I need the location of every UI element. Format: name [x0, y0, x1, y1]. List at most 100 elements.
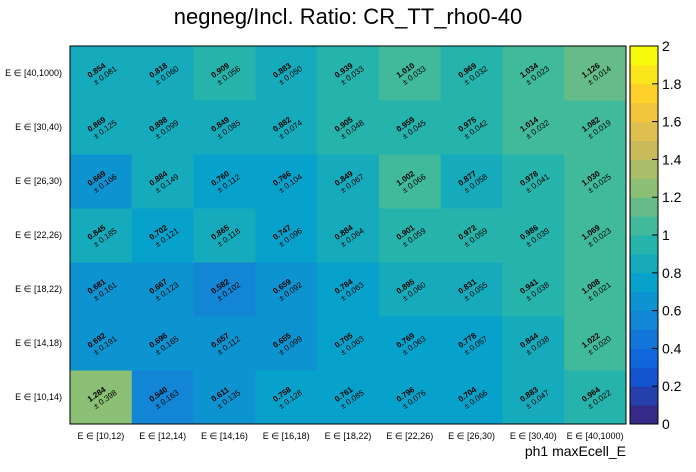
heatmap-cell: [564, 370, 627, 425]
heatmap-cell: [70, 316, 133, 371]
colorbar-tick-labels: 0 0.2 0.4 0.6 0.8 1 1.2 1.4 1.6 1.8 2: [652, 38, 682, 432]
heatmap-cell: [70, 46, 133, 101]
heatmap-cell: [502, 208, 565, 263]
heatmap-cell: [378, 46, 442, 101]
colorbar-tick-label: 0.6: [662, 303, 682, 319]
heatmap-cell: [378, 154, 442, 209]
x-tick-label: E ∈ [18,22): [325, 431, 372, 441]
heatmap-cell: [193, 46, 256, 101]
heatmap-cell: [502, 100, 565, 155]
heatmap-cell: [70, 154, 133, 209]
heatmap-cell: [193, 262, 256, 317]
colorbar-tick-label: 2: [662, 38, 670, 54]
colorbar-tick-label: 1: [662, 227, 670, 243]
heatmap-cell: [317, 370, 380, 425]
heatmap-cell: [255, 154, 318, 209]
heatmap-cell: [502, 154, 565, 209]
x-tick-label: E ∈ [26,30): [448, 431, 495, 441]
heatmap-cell: [255, 208, 318, 263]
y-tick-label: E ∈ [26,30): [15, 176, 62, 186]
colorbar-band: [630, 253, 658, 274]
x-tick-label: E ∈ [14,16): [201, 431, 248, 441]
heatmap-cell: [502, 316, 565, 371]
heatmap-cell: [255, 100, 318, 155]
heatmap-cell: [193, 100, 256, 155]
heatmap-cell: [317, 316, 380, 371]
y-tick-label: E ∈ [18,22): [15, 284, 62, 294]
x-tick-labels: E ∈ [10,12) E ∈ [12,14) E ∈ [14,16) E ∈ [16…: [77, 431, 623, 441]
heatmap-cell: [564, 316, 627, 371]
heatmap-cell: [564, 262, 627, 317]
heatmap-cell: [70, 208, 133, 263]
heatmap-cell: [378, 208, 442, 263]
heatmap-cell: [502, 262, 565, 317]
colorbar: [629, 45, 659, 425]
colorbar-tick-label: 0.2: [662, 378, 682, 394]
heatmap-cell: [70, 370, 133, 425]
heatmap-cell: [440, 154, 503, 209]
colorbar-tick-label: 1.4: [662, 151, 682, 167]
colorbar-band: [630, 140, 658, 160]
x-tick-label: E ∈ [30,40): [510, 431, 557, 441]
heatmap-cell: [440, 100, 503, 155]
colorbar-band: [630, 310, 658, 330]
heatmap-cell: [255, 262, 318, 317]
x-tick-label: E ∈ [12,14): [139, 431, 186, 441]
heatmap-cell: [131, 262, 195, 317]
heatmap-cell: [317, 262, 380, 317]
colorbar-band: [630, 367, 658, 387]
colorbar-band: [630, 329, 658, 349]
heatmap-cells: [70, 46, 627, 425]
heatmap-cell: [131, 154, 195, 209]
colorbar-band: [630, 405, 658, 425]
colorbar-band: [630, 197, 658, 217]
heatmap-cell: [564, 100, 627, 155]
colorbar-band: [630, 386, 658, 406]
colorbar-band: [630, 216, 658, 236]
colorbar-band: [630, 83, 658, 104]
chart-title: negneg/Incl. Ratio: CR_TT_rho0-40: [174, 4, 523, 29]
heatmap-cell: [317, 154, 380, 209]
heatmap-cell: [440, 316, 503, 371]
heatmap-cell: [564, 46, 627, 101]
heatmap-cell: [193, 154, 256, 209]
heatmap-cell: [502, 370, 565, 425]
y-tick-label: E ∈ [10,14): [15, 392, 62, 402]
colorbar-band: [630, 159, 658, 179]
colorbar-band: [630, 235, 658, 255]
heatmap-cell: [317, 208, 380, 263]
colorbar-tick-label: 0.8: [662, 265, 682, 281]
colorbar-band: [630, 272, 658, 293]
heatmap-cell: [255, 370, 318, 425]
heatmap-cell: [131, 370, 195, 425]
colorbar-band: [630, 121, 658, 141]
y-tick-labels: E ∈ [10,14) E ∈ [14,18) E ∈ [18,22) E ∈ [22…: [5, 68, 62, 402]
y-tick-label: E ∈ [14,18): [15, 338, 62, 348]
heatmap-cell: [440, 46, 503, 101]
heatmap-cell: [378, 100, 442, 155]
heatmap-cell: [317, 46, 380, 101]
colorbar-band: [630, 46, 658, 66]
heatmap-cell: [131, 46, 195, 101]
plot-frame: [69, 45, 627, 425]
colorbar-band: [630, 102, 658, 123]
heatmap-cell: [131, 100, 195, 155]
heatmap-cell: [564, 208, 627, 263]
heatmap-cell: [502, 46, 565, 101]
y-tick-label: E ∈ [30,40): [15, 122, 62, 132]
y-tick-label: E ∈ [40,1000): [5, 68, 62, 78]
colorbar-band: [630, 64, 658, 85]
heatmap-cell: [317, 100, 380, 155]
colorbar-tick-label: 1.2: [662, 189, 682, 205]
heatmap-cell: [70, 100, 133, 155]
x-axis-label: ph1 maxEcell_E: [525, 443, 626, 459]
heatmap-cell: [440, 208, 503, 263]
colorbar-tick-label: 0: [662, 416, 670, 432]
x-tick-label: E ∈ [40,1000): [567, 431, 624, 441]
heatmap-cell: [193, 316, 256, 371]
heatmap-cell: [378, 262, 442, 317]
heatmap-cell: [255, 316, 318, 371]
colorbar-band: [630, 291, 658, 312]
y-tick-label: E ∈ [22,26): [15, 230, 62, 240]
